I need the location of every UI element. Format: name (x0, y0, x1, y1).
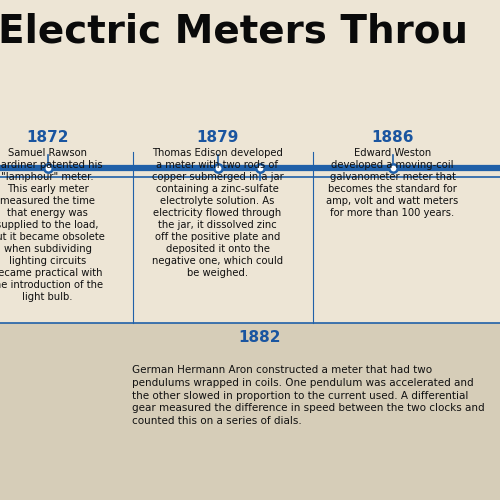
Bar (0, 0, 500, 322)
Text: 1872: 1872 (26, 130, 69, 145)
Text: Edward Weston
developed a moving-coil
galvanometer meter that
becomes the standa: Edward Weston developed a moving-coil ga… (326, 148, 458, 218)
Text: Samuel Rawson
Gardiner patented his
"lamphour" meter.
This early meter
measured : Samuel Rawson Gardiner patented his "lam… (0, 148, 105, 302)
Text: Thomas Edison developed
a meter with two rods of
copper submerged in a jar
conta: Thomas Edison developed a meter with two… (152, 148, 284, 278)
Bar (0, 322, 500, 500)
Text: 1882: 1882 (239, 330, 281, 345)
Text: 1886: 1886 (371, 130, 414, 145)
Text: 1879: 1879 (196, 130, 238, 145)
Text: Electric Meters Throu: Electric Meters Throu (0, 12, 468, 51)
Text: German Hermann Aron constructed a meter that had two
pendulums wrapped in coils.: German Hermann Aron constructed a meter … (132, 365, 485, 426)
